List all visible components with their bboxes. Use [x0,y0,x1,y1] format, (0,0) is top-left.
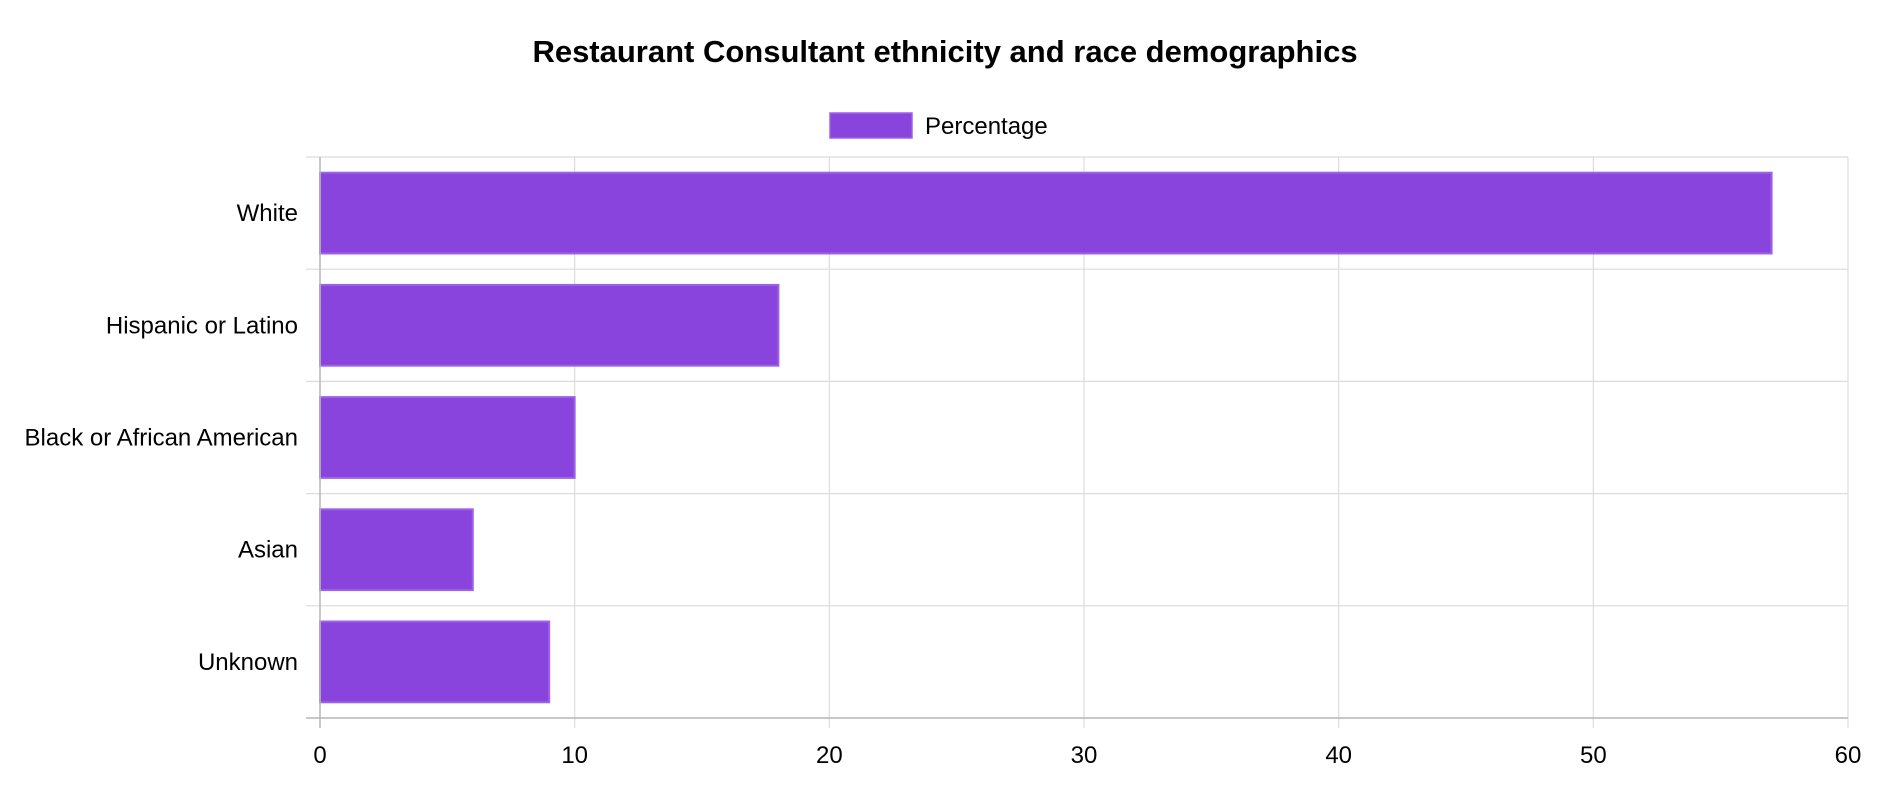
x-tick-label: 10 [561,742,588,769]
x-tick-label: 30 [1071,742,1098,769]
x-tick-label: 20 [816,742,843,769]
tick-labels: White Hispanic or Latino Black or African … [25,200,1862,769]
legend-label: Percentage [925,113,1048,140]
x-tick-label: 60 [1835,742,1862,769]
chart-title: Restaurant Consultant ethnicity and race… [532,34,1357,69]
bar-hispanic-or-latino[interactable] [319,283,780,367]
bar-black-or-african-american[interactable] [319,396,576,479]
y-tick-label: Black or African American [25,425,298,452]
legend-swatch [829,112,913,139]
bars [319,171,1773,704]
axes [306,157,1848,728]
x-tick-label: 40 [1325,742,1352,769]
bar-unknown[interactable] [319,620,551,704]
x-tick-label: 50 [1580,742,1607,769]
y-tick-label: White [237,200,298,227]
x-tick-label: 0 [313,742,326,769]
bar-white[interactable] [319,171,1773,255]
y-tick-label: Unknown [198,649,298,676]
y-tick-label: Hispanic or Latino [106,312,298,339]
legend[interactable]: Percentage [829,112,1048,140]
y-tick-label: Asian [238,537,298,564]
bar-asian[interactable] [319,508,474,592]
